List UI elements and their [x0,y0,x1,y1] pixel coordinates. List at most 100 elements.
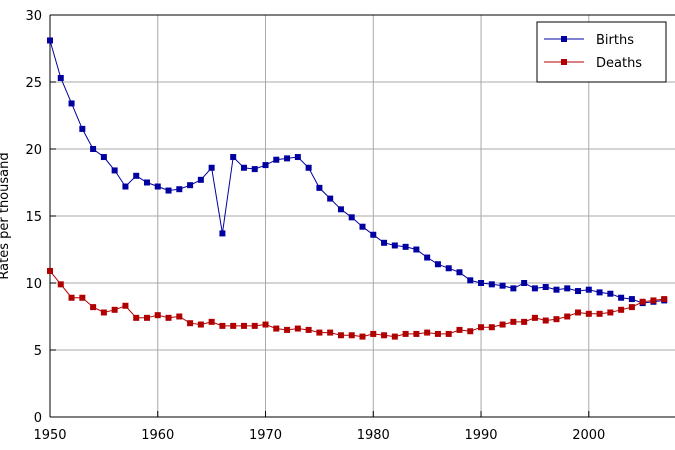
births-point [327,195,334,202]
births-point [79,125,86,132]
deaths-point [337,332,344,339]
births-point [176,186,183,193]
deaths-point [316,329,323,336]
births-point [434,261,441,268]
births-line [49,40,665,304]
births-point [585,286,592,293]
y-tick-label: 5 [34,344,42,359]
deaths-point [661,296,668,303]
deaths-point [262,321,269,328]
births-point [370,231,377,238]
births-point [133,172,140,179]
births-point [488,281,495,288]
births-point [294,154,301,161]
births-point [510,285,517,292]
x-tick-label: 1980 [357,428,390,443]
deaths-point [607,309,614,316]
births-point [57,74,64,81]
legend-deaths-marker [561,59,567,65]
births-point [305,164,312,171]
deaths-point [628,304,635,311]
births-point [618,294,625,301]
births-point [542,284,549,291]
series-group [47,37,668,340]
deaths-point [154,312,161,319]
deaths-point [90,304,97,311]
births-point [607,290,614,297]
deaths-point [359,333,366,340]
births-point [456,269,463,276]
deaths-point [294,325,301,332]
deaths-point [510,318,517,325]
deaths-point [391,333,398,340]
deaths-point [650,297,657,304]
births-point [47,37,53,44]
deaths-point [424,329,431,336]
deaths-point [618,306,625,313]
births-point [197,176,204,183]
deaths-point [370,330,377,337]
deaths-point [79,294,86,301]
births-point [337,206,344,213]
deaths-point [251,322,258,329]
births-point [251,166,258,173]
y-tick-label: 30 [25,9,42,24]
deaths-point [467,328,474,335]
deaths-point [57,281,64,288]
deaths-point [553,316,560,323]
births-point [100,154,107,161]
deaths-point [284,326,291,333]
x-tick-label: 1970 [249,428,282,443]
deaths-point [327,329,334,336]
births-point [230,154,237,161]
legend-deaths-label: Deaths [596,56,642,71]
births-point [348,214,355,221]
x-tick-label: 1960 [141,428,174,443]
births-point [628,296,635,303]
legend: Births Deaths [536,21,667,83]
series-deaths [47,267,668,340]
y-tick-label: 20 [25,143,42,158]
deaths-point [445,330,452,337]
births-point [424,254,431,261]
births-point [111,167,118,174]
births-point [284,155,291,162]
x-axis-ticks: 19501960197019801990200020 [33,411,605,443]
births-point [413,246,420,253]
deaths-point [197,321,204,328]
births-point [240,164,247,171]
x-tick-label: 1990 [464,428,497,443]
births-point [499,282,506,289]
deaths-point [187,320,194,327]
births-point [391,242,398,249]
deaths-point [434,330,441,337]
series-births [47,37,668,307]
births-point [445,265,452,272]
legend-box [536,21,667,83]
deaths-point [488,324,495,331]
deaths-point [456,326,463,333]
x-tick-label: 2000 [572,428,605,443]
births-point [531,285,538,292]
deaths-point [478,324,485,331]
births-point [575,288,582,295]
deaths-point [176,313,183,320]
deaths-point [402,330,409,337]
deaths-point [542,317,549,324]
deaths-point [143,314,150,321]
deaths-point [219,322,226,329]
births-point [359,223,366,230]
legend-births-marker [561,36,567,42]
births-point [219,230,226,237]
deaths-point [133,314,140,321]
deaths-point [639,298,646,305]
deaths-point [564,313,571,320]
births-point [165,187,172,194]
births-point [381,239,388,246]
births-point [478,280,485,286]
deaths-point [499,321,506,328]
births-point [122,183,129,190]
x-tick-label: 1950 [33,428,66,443]
deaths-point [413,330,420,337]
